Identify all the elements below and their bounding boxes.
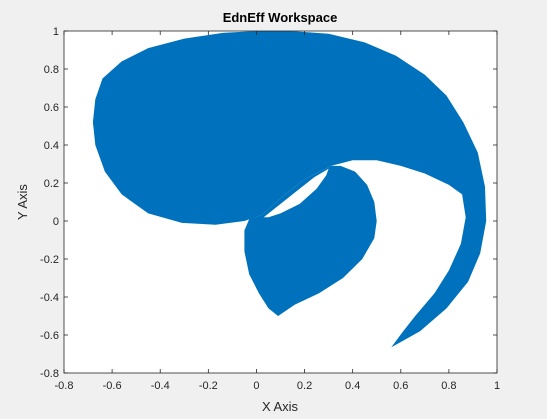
workspace-hole: [263, 168, 329, 218]
y-tick-label: -0.4: [40, 292, 59, 304]
x-tick-label: -0.6: [103, 380, 122, 392]
y-tick-label: -0.2: [40, 254, 59, 266]
x-tick-label: 0: [253, 380, 259, 392]
x-tick-label: -0.8: [55, 380, 74, 392]
x-tick-label: -0.2: [199, 380, 218, 392]
chart-title: EdnEff Workspace: [223, 10, 338, 25]
x-axis-label: X Axis: [262, 399, 299, 414]
x-tick-label: 0.2: [297, 380, 312, 392]
y-axis-label: Y Axis: [15, 184, 30, 220]
y-tick-label: 0.6: [44, 102, 59, 114]
y-tick-label: 1: [53, 26, 59, 38]
y-tick-label: 0.2: [44, 178, 59, 190]
x-tick-label: 0.4: [345, 380, 360, 392]
y-tick-label: 0.8: [44, 64, 59, 76]
workspace-region-1: [92, 31, 487, 348]
x-tick-label: -0.4: [151, 380, 170, 392]
x-axis-ticks: -0.8 -0.6 -0.4 -0.2 0 0.2 0.4 0.6 0.8 1: [55, 31, 500, 392]
y-tick-label: 0.4: [44, 140, 59, 152]
y-tick-label: -0.8: [40, 368, 59, 380]
x-tick-label: 1: [494, 380, 500, 392]
workspace-regions: [92, 31, 487, 348]
y-tick-label: 0: [53, 216, 59, 228]
x-tick-label: 0.6: [393, 380, 408, 392]
y-tick-label: -0.6: [40, 330, 59, 342]
workspace-region-2: [244, 165, 377, 316]
y-axis-ticks: -0.8 -0.6 -0.4 -0.2 0 0.2 0.4 0.6 0.8 1: [40, 26, 497, 380]
x-tick-label: 0.8: [441, 380, 456, 392]
axes-box: [63, 30, 498, 374]
